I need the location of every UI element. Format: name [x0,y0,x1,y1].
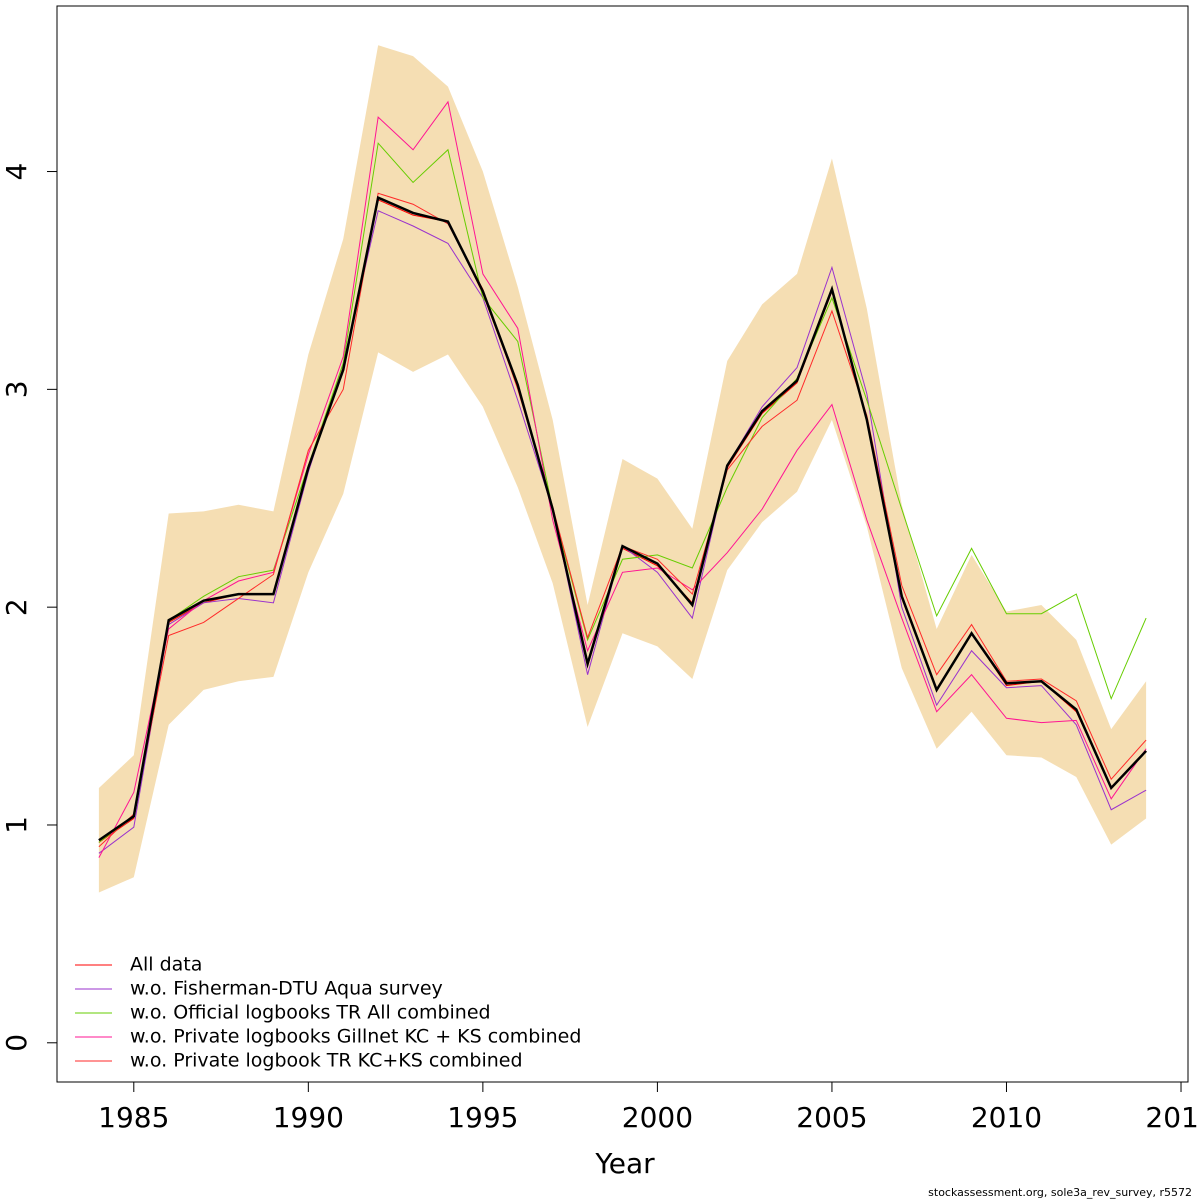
legend-label: All data [130,954,202,976]
y-tick-label: 2 [0,598,33,616]
series-line [98,100,1147,858]
y-tick-label: 1 [0,816,33,834]
legend-label: w.o. Private logbooks Gillnet KC + KS co… [130,1026,581,1048]
x-tick-label: 1985 [98,1101,169,1134]
x-tick-label: 2015 [1145,1101,1200,1134]
y-tick-label: 0 [0,1034,33,1052]
series-line [98,142,1147,843]
estimate-line [98,195,1148,842]
y-tick-label: 4 [0,163,33,181]
x-tick-label: 1995 [447,1101,518,1134]
x-axis-label: Year [594,1147,655,1180]
x-tick-label: 2005 [796,1101,867,1134]
x-tick-label: 1990 [273,1101,344,1134]
legend-label: w.o. Private logbook TR KC+KS combined [130,1050,523,1072]
x-tick-label: 2010 [971,1101,1042,1134]
legend-label: w.o. Fisherman-DTU Aqua survey [130,978,443,1000]
confidence-band [98,45,1147,893]
x-tick-label: 2000 [622,1101,693,1134]
legend-label: w.o. Official logbooks TR All combined [130,1002,491,1024]
y-tick-label: 3 [0,380,33,398]
footnote: stockassessment.org, sole3a_rev_survey, … [928,1186,1192,1199]
